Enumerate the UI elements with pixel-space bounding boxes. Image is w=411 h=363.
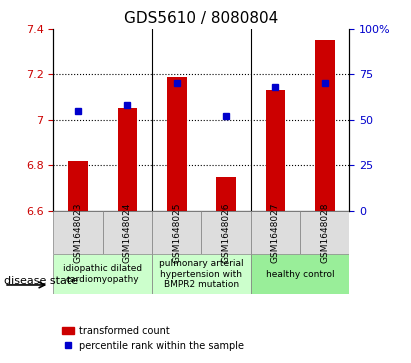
Bar [68,160,88,211]
FancyBboxPatch shape [152,254,251,294]
Text: GSM1648026: GSM1648026 [222,202,231,262]
Bar [216,176,236,211]
FancyBboxPatch shape [251,211,300,254]
FancyBboxPatch shape [53,211,103,254]
Text: GSM1648023: GSM1648023 [74,202,83,262]
Text: pulmonary arterial
hypertension with
BMPR2 mutation: pulmonary arterial hypertension with BMP… [159,259,244,289]
FancyBboxPatch shape [251,254,349,294]
FancyBboxPatch shape [53,254,152,294]
FancyBboxPatch shape [300,211,349,254]
Text: GSM1648028: GSM1648028 [320,202,329,262]
Bar [118,109,137,211]
Text: healthy control: healthy control [266,270,334,278]
Bar [315,40,335,211]
Text: GSM1648024: GSM1648024 [123,202,132,262]
Text: GSM1648027: GSM1648027 [271,202,280,262]
Legend: transformed count, percentile rank within the sample: transformed count, percentile rank withi… [58,322,247,355]
Bar [167,77,187,211]
FancyBboxPatch shape [103,211,152,254]
Bar [266,90,285,211]
Text: GSM1648025: GSM1648025 [172,202,181,262]
FancyBboxPatch shape [152,211,201,254]
FancyBboxPatch shape [201,211,251,254]
Text: disease state: disease state [4,276,78,286]
Text: idiopathic dilated
cardiomyopathy: idiopathic dilated cardiomyopathy [63,264,142,284]
Title: GDS5610 / 8080804: GDS5610 / 8080804 [124,12,279,26]
